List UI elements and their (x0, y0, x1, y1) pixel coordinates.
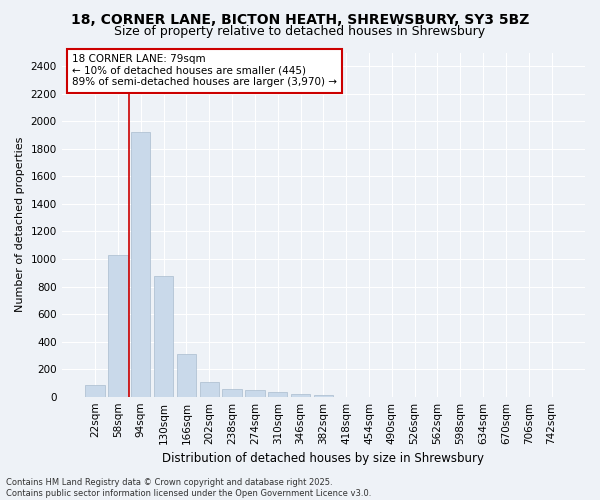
Bar (223, 389, 242, 396)
Text: 18 CORNER LANE: 79sqm
← 10% of detached houses are smaller (445)
89% of semi-det: 18 CORNER LANE: 79sqm ← 10% of detached … (72, 54, 337, 88)
Bar (108, 255, 128, 396)
Bar (177, 354, 196, 397)
Text: 18, CORNER LANE, BICTON HEATH, SHREWSBURY, SY3 5BZ: 18, CORNER LANE, BICTON HEATH, SHREWSBUR… (71, 12, 529, 26)
Bar (268, 392, 287, 396)
Text: Size of property relative to detached houses in Shrewsbury: Size of property relative to detached ho… (115, 25, 485, 38)
Bar (154, 276, 173, 396)
Bar (245, 390, 265, 396)
Bar (200, 382, 219, 396)
Bar (291, 394, 310, 396)
Bar (131, 132, 151, 396)
Text: Contains HM Land Registry data © Crown copyright and database right 2025.
Contai: Contains HM Land Registry data © Crown c… (6, 478, 371, 498)
Y-axis label: Number of detached properties: Number of detached properties (15, 137, 25, 312)
Bar (85, 385, 105, 396)
Bar (314, 394, 333, 396)
X-axis label: Distribution of detached houses by size in Shrewsbury: Distribution of detached houses by size … (163, 452, 484, 465)
